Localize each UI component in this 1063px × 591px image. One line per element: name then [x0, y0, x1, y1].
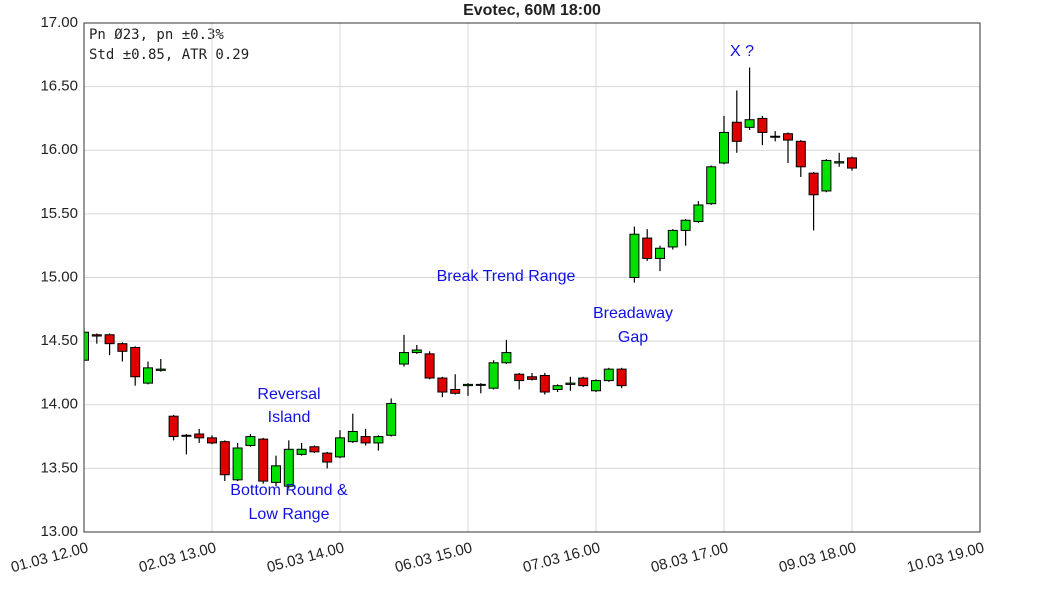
candle-body — [245, 436, 256, 446]
y-tick-label: 14.00 — [40, 396, 78, 413]
x-tick-label: 06.03 15.00 — [393, 539, 474, 576]
candle-body — [757, 117, 768, 133]
candle-body — [808, 172, 819, 196]
candle-body — [399, 352, 409, 365]
annotation: Breadaway — [593, 305, 673, 322]
candle-body — [347, 430, 358, 443]
candle-body — [795, 140, 806, 168]
candle-body — [411, 349, 422, 354]
annotation: Reversal — [257, 386, 320, 403]
candle-body — [603, 368, 614, 382]
candle-body — [770, 135, 781, 138]
candle-body — [283, 448, 294, 487]
y-tick-label: 17.00 — [40, 14, 78, 31]
plot-frame — [83, 22, 981, 533]
x-tick-label: 01.03 12.00 — [9, 539, 90, 576]
annotation: Island — [268, 409, 311, 426]
annotation: Bottom Round & — [230, 482, 348, 499]
y-tick-label: 16.50 — [40, 78, 78, 95]
candle-body — [258, 438, 269, 482]
chart-title: Evotec, 60M 18:00 — [463, 2, 601, 19]
candle-body — [591, 380, 601, 392]
candle-body — [565, 382, 576, 385]
candle-body — [373, 436, 384, 444]
candle-body — [309, 446, 320, 453]
candle-body — [731, 121, 742, 142]
candle-body — [527, 376, 537, 380]
candle-body — [194, 433, 205, 439]
y-tick-label: 16.00 — [40, 141, 78, 158]
candle-body — [719, 131, 729, 164]
y-tick-label: 13.00 — [40, 523, 78, 540]
candle-body — [91, 334, 102, 337]
candle-body — [552, 385, 563, 390]
info-text: Pn Ø23, pn ±0.3% — [89, 27, 224, 43]
x-tick-label: 02.03 13.00 — [137, 539, 218, 576]
candle-body — [680, 219, 691, 231]
candle-body — [117, 343, 128, 352]
candle-body — [143, 367, 153, 384]
candle-body — [629, 233, 640, 278]
candle-body — [271, 465, 281, 483]
candle-body — [296, 448, 307, 455]
candle-body — [783, 133, 793, 141]
candle-body — [539, 374, 550, 393]
candle-body — [181, 434, 192, 437]
y-tick-label: 15.00 — [40, 268, 78, 285]
candle-body — [514, 373, 525, 382]
candle-body — [232, 447, 243, 481]
x-tick-label: 08.03 17.00 — [649, 539, 730, 576]
candle-body — [463, 383, 473, 387]
candle-body — [667, 229, 678, 248]
candle-body — [386, 402, 397, 436]
candle-body — [322, 452, 333, 463]
annotation: Break Trend Range — [437, 268, 576, 285]
annotation: X ? — [730, 43, 754, 60]
candle-body — [744, 119, 755, 128]
x-tick-label: 10.03 19.00 — [905, 539, 986, 576]
candle-body — [847, 157, 857, 169]
candle-body — [335, 437, 345, 458]
candle-body — [207, 437, 217, 444]
x-tick-label: 09.03 18.00 — [777, 539, 858, 576]
candle-body — [437, 377, 448, 393]
candle-body — [360, 436, 371, 444]
candle-body — [84, 331, 89, 361]
candle-body — [104, 334, 115, 345]
candle-body — [821, 159, 832, 192]
candle-body — [130, 346, 141, 378]
candle-body — [578, 377, 589, 387]
y-tick-label: 14.50 — [40, 332, 78, 349]
candle-body — [501, 352, 512, 364]
annotation: Low Range — [249, 506, 330, 523]
candle-body — [655, 247, 665, 259]
candle-body — [693, 204, 704, 223]
candle-body — [475, 383, 486, 386]
annotation: Gap — [618, 329, 648, 346]
candle-body — [155, 368, 166, 371]
candle-body — [424, 353, 435, 379]
candle-body — [488, 362, 499, 389]
candle-body — [168, 415, 179, 438]
y-tick-label: 15.50 — [40, 205, 78, 222]
x-tick-label: 07.03 16.00 — [521, 539, 602, 576]
x-tick-label: 05.03 14.00 — [265, 539, 346, 576]
candle-body — [219, 441, 230, 476]
candle-body — [834, 161, 845, 164]
candle-body — [706, 166, 717, 205]
candle-body — [616, 368, 627, 387]
candle-body — [642, 237, 653, 259]
info-text: Std ±0.85, ATR 0.29 — [89, 47, 249, 63]
candle-body — [450, 388, 461, 394]
y-tick-label: 13.50 — [40, 459, 78, 476]
